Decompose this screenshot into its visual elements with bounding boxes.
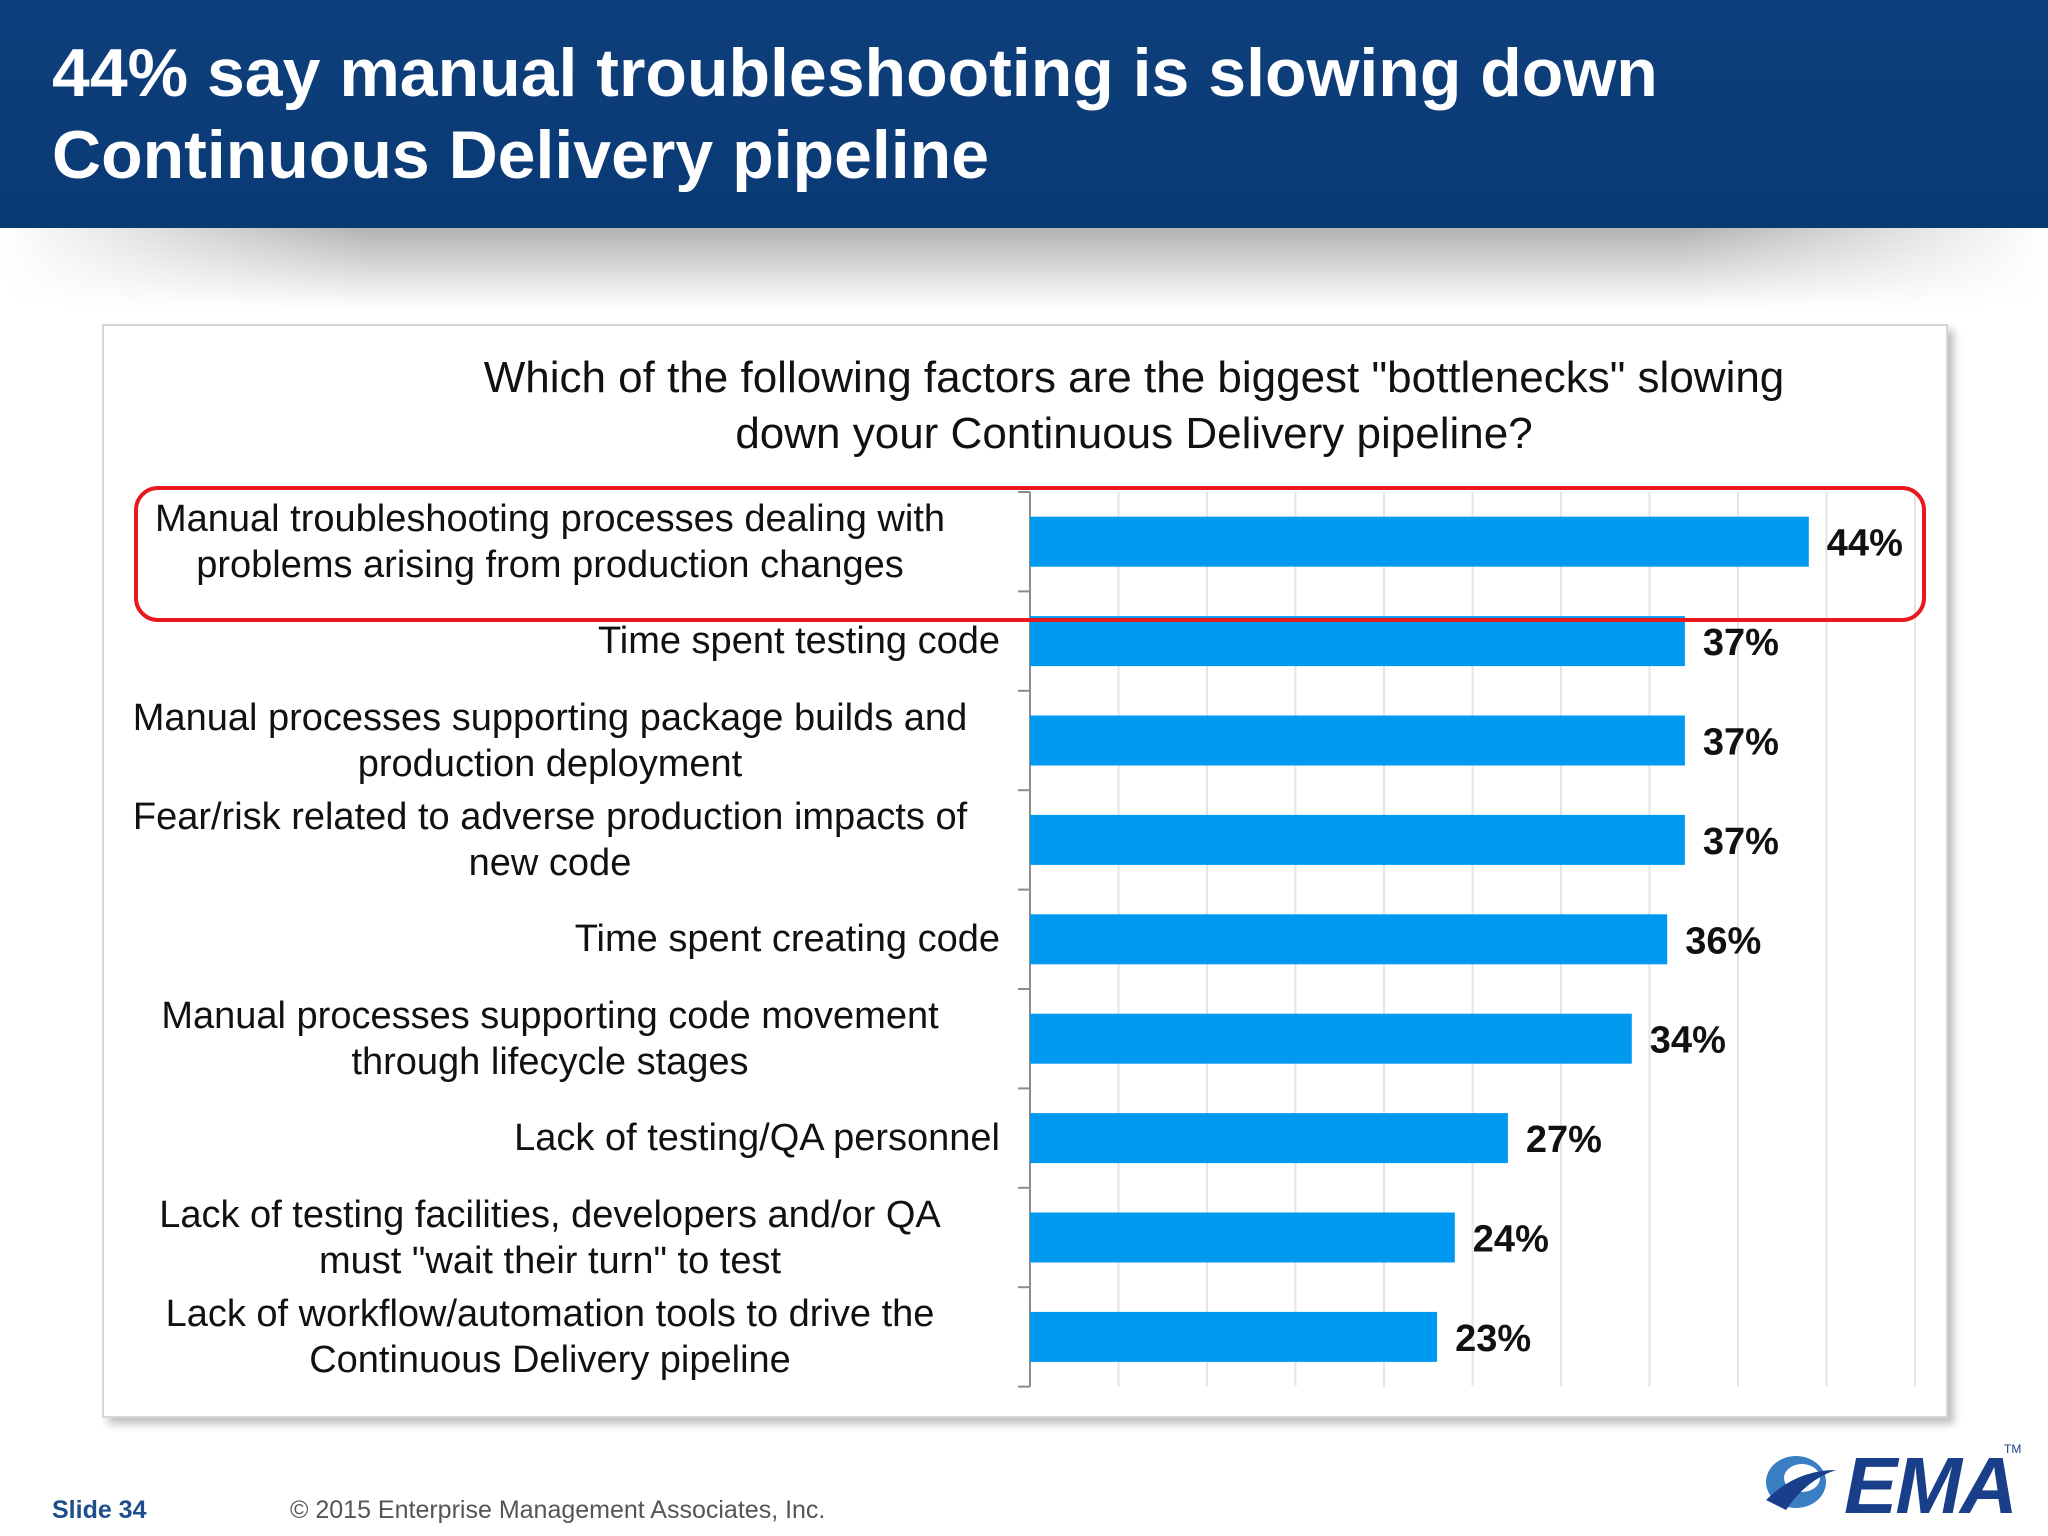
data-label: 36% (1685, 920, 1761, 962)
bar (1030, 616, 1685, 667)
category-label-line: problems arising from production changes (196, 543, 904, 586)
chart-title-line-2: down your Continuous Delivery pipeline? (735, 409, 1533, 458)
chart-title: Which of the following factors are the b… (334, 350, 1934, 462)
header-shadow (0, 228, 2048, 308)
category-label-line: Lack of testing/QA personnel (514, 1117, 1000, 1160)
bar (1030, 814, 1685, 865)
ema-logo: EMA TM (1756, 1440, 2021, 1530)
category-label: Manual processes supporting code movemen… (100, 993, 1000, 1085)
category-label-line: through lifecycle stages (351, 1040, 749, 1083)
data-label: 24% (1473, 1219, 1549, 1261)
data-label: 37% (1703, 722, 1779, 764)
category-label-line: Time spent creating code (574, 918, 1000, 961)
bar (1030, 715, 1685, 766)
category-label-line: Time spent testing code (597, 620, 1000, 663)
category-label-line: Lack of workflow/automation tools to dri… (165, 1292, 935, 1335)
bar (1030, 1212, 1455, 1263)
category-label-line: must "wait their turn" to test (318, 1239, 782, 1282)
category-label-line: Lack of testing facilities, developers a… (159, 1193, 941, 1236)
logo-trademark: TM (2004, 1442, 2022, 1456)
category-label: Time spent creating code (100, 916, 1000, 962)
data-label: 37% (1703, 821, 1779, 863)
slide-title: 44% say manual troubleshooting is slowin… (52, 32, 1952, 196)
bar (1030, 1311, 1438, 1362)
chart-panel: Which of the following factors are the b… (102, 324, 1948, 1418)
highlight-box (134, 486, 1926, 622)
category-label-line: Continuous Delivery pipeline (309, 1338, 791, 1381)
category-label: Manual processes supporting package buil… (100, 695, 1000, 787)
slide-number: Slide 34 (52, 1496, 147, 1524)
bar-chart: 44% 37% 37% 37% 36% 34% 27% 24% 23% (1018, 491, 1916, 1388)
category-label: Time spent testing code (100, 618, 1000, 664)
bar (1030, 914, 1668, 965)
category-label-line: Manual processes supporting package buil… (132, 696, 968, 739)
category-label: Lack of testing facilities, developers a… (100, 1192, 1000, 1284)
header-bar: 44% say manual troubleshooting is slowin… (0, 0, 2048, 228)
logo-swoosh-icon (1766, 1456, 1836, 1510)
data-label: 23% (1455, 1318, 1531, 1360)
data-label: 34% (1650, 1020, 1726, 1062)
category-label-line: Manual processes supporting code movemen… (161, 994, 939, 1037)
data-label: 27% (1526, 1119, 1602, 1161)
slide-title-line-1: 44% say manual troubleshooting is slowin… (52, 35, 1658, 111)
bar (1030, 516, 1809, 567)
category-label-line: Manual troubleshooting processes dealing… (154, 497, 946, 540)
data-label: 37% (1703, 622, 1779, 664)
bar (1030, 1013, 1632, 1064)
category-label-line: Fear/risk related to adverse production … (132, 795, 968, 838)
category-label: Manual troubleshooting processes dealing… (100, 496, 1000, 588)
logo-text: EMA (1844, 1441, 2018, 1530)
slide-title-line-2: Continuous Delivery pipeline (52, 117, 990, 193)
category-label: Fear/risk related to adverse production … (100, 794, 1000, 886)
data-label: 44% (1827, 523, 1903, 565)
copyright-text: © 2015 Enterprise Management Associates,… (290, 1496, 826, 1524)
bar (1030, 1113, 1508, 1164)
chart-title-line-1: Which of the following factors are the b… (483, 353, 1785, 402)
category-label-line: production deployment (357, 742, 743, 785)
category-label: Lack of testing/QA personnel (100, 1115, 1000, 1161)
category-label-line: new code (468, 841, 632, 884)
category-label: Lack of workflow/automation tools to dri… (100, 1291, 1000, 1383)
